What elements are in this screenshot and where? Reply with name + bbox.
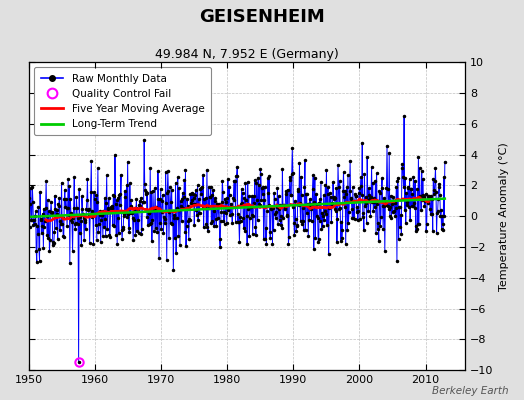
Legend: Raw Monthly Data, Quality Control Fail, Five Year Moving Average, Long-Term Tren: Raw Monthly Data, Quality Control Fail, …	[34, 67, 211, 136]
Y-axis label: Temperature Anomaly (°C): Temperature Anomaly (°C)	[499, 142, 509, 290]
Text: Berkeley Earth: Berkeley Earth	[432, 386, 508, 396]
Title: 49.984 N, 7.952 E (Germany): 49.984 N, 7.952 E (Germany)	[155, 48, 339, 61]
Text: GEISENHEIM: GEISENHEIM	[199, 8, 325, 26]
